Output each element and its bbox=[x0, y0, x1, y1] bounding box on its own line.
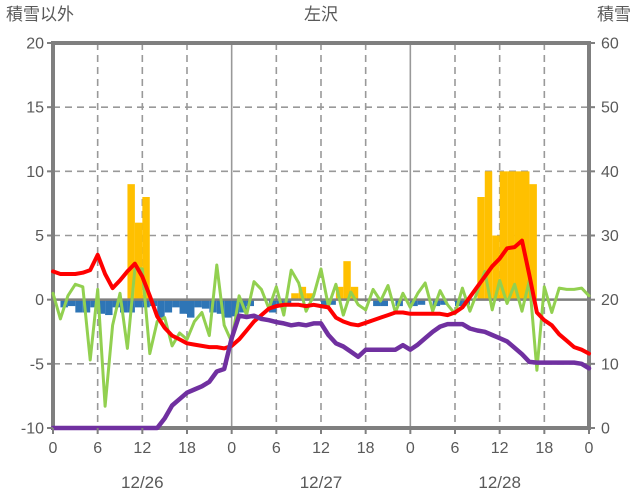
svg-text:12: 12 bbox=[491, 440, 509, 457]
svg-text:60: 60 bbox=[601, 36, 619, 53]
svg-text:10: 10 bbox=[26, 164, 44, 181]
svg-text:20: 20 bbox=[26, 36, 44, 53]
svg-text:5: 5 bbox=[35, 228, 44, 245]
svg-text:10: 10 bbox=[601, 356, 619, 373]
svg-text:0: 0 bbox=[227, 440, 236, 457]
svg-text:18: 18 bbox=[178, 440, 196, 457]
svg-text:6: 6 bbox=[272, 440, 281, 457]
svg-text:0: 0 bbox=[406, 440, 415, 457]
red-line bbox=[51, 238, 591, 356]
svg-text:12: 12 bbox=[312, 440, 330, 457]
right-axis-title: 積雪 bbox=[597, 5, 631, 24]
svg-text:0: 0 bbox=[585, 440, 594, 457]
svg-text:18: 18 bbox=[357, 440, 375, 457]
date-label: 12/28 bbox=[478, 473, 521, 492]
svg-text:12: 12 bbox=[133, 440, 151, 457]
axis-ticks bbox=[47, 42, 595, 434]
svg-text:0: 0 bbox=[49, 440, 58, 457]
svg-text:0: 0 bbox=[601, 421, 610, 438]
green-line bbox=[51, 263, 591, 408]
date-label: 12/27 bbox=[300, 473, 343, 492]
svg-text:20: 20 bbox=[601, 292, 619, 309]
svg-text:18: 18 bbox=[535, 440, 553, 457]
svg-text:-10: -10 bbox=[21, 421, 44, 438]
svg-text:15: 15 bbox=[26, 100, 44, 117]
svg-text:30: 30 bbox=[601, 228, 619, 245]
svg-text:0: 0 bbox=[35, 292, 44, 309]
left-axis-title: 積雪以外 bbox=[6, 5, 74, 24]
svg-text:-5: -5 bbox=[30, 356, 44, 373]
svg-text:40: 40 bbox=[601, 164, 619, 181]
date-label: 12/26 bbox=[121, 473, 164, 492]
svg-text:50: 50 bbox=[601, 100, 619, 117]
svg-text:6: 6 bbox=[93, 440, 102, 457]
orange-bars bbox=[127, 171, 537, 300]
svg-text:6: 6 bbox=[451, 440, 460, 457]
chart-title: 左沢 bbox=[304, 5, 338, 24]
